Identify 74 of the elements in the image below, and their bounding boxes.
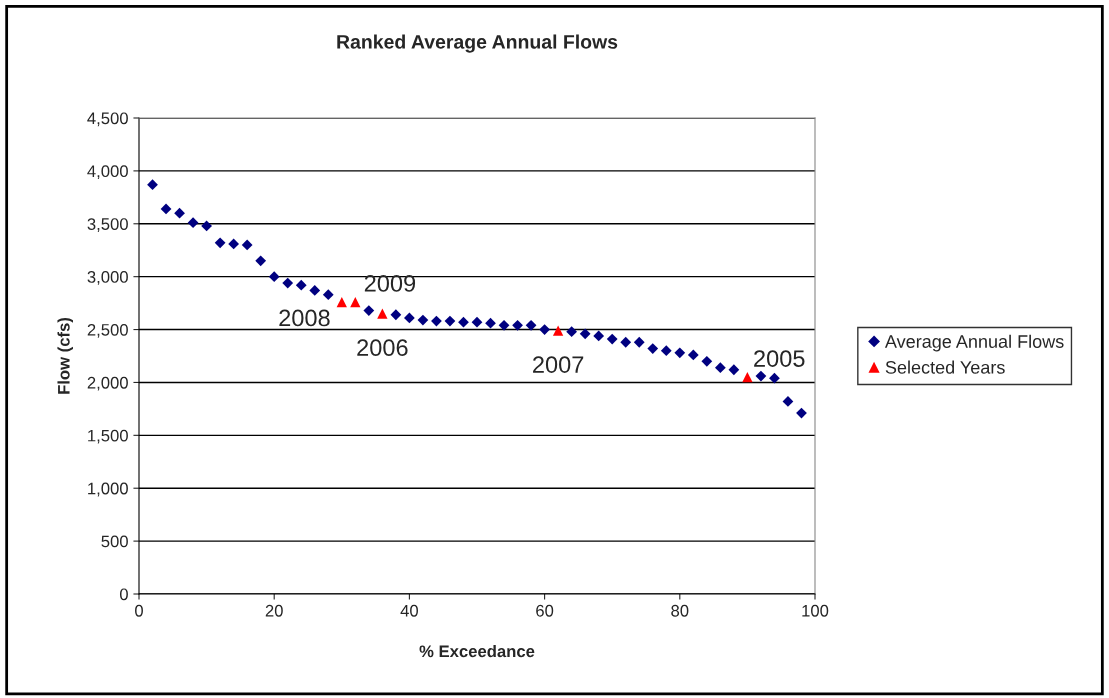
point [322, 289, 334, 301]
point [295, 279, 307, 291]
x-tick-label: 20 [265, 604, 283, 617]
point [593, 330, 605, 342]
point [660, 345, 672, 357]
point [350, 296, 361, 308]
point [498, 319, 510, 331]
y-tick-label: 4,000 [87, 165, 128, 180]
annotation: 2006 [357, 339, 408, 357]
point [701, 355, 713, 367]
point [214, 237, 226, 249]
point [579, 328, 591, 340]
y-tick-label: 2,500 [87, 323, 128, 338]
y-tick-label: 500 [101, 535, 128, 548]
x-tick-label: 0 [135, 604, 143, 617]
point [404, 312, 415, 324]
x-tick-label: 80 [671, 604, 689, 617]
annotation: 2005 [754, 350, 805, 367]
point [458, 316, 469, 328]
y-tick-label: 3,000 [87, 271, 128, 285]
point [255, 255, 267, 267]
point [471, 316, 483, 328]
point [390, 309, 402, 321]
point [633, 336, 645, 348]
point [539, 324, 550, 335]
y-tick-label: 1,000 [88, 482, 128, 497]
point [431, 315, 442, 327]
point [201, 220, 212, 232]
point [769, 372, 780, 384]
point [714, 362, 726, 374]
point [606, 333, 618, 345]
point [377, 308, 388, 319]
point [363, 305, 375, 316]
legend-label: Selected Years [885, 360, 1005, 374]
point [147, 179, 158, 191]
y-tick-label: 2,000 [87, 376, 128, 391]
point [228, 238, 240, 250]
point [742, 372, 753, 383]
annotation: 2007 [533, 356, 584, 373]
point [268, 271, 280, 283]
point [485, 317, 496, 329]
point [336, 296, 347, 308]
x-tick-label: 100 [802, 604, 829, 617]
point [687, 349, 699, 361]
point [512, 319, 523, 331]
y-tick-label: 1,500 [88, 429, 128, 444]
x-tick-label: 60 [536, 604, 554, 617]
point [674, 347, 686, 359]
y-tick-label: 3,500 [87, 218, 128, 232]
point [241, 239, 253, 251]
point [566, 326, 578, 338]
point [620, 336, 632, 348]
annotation: 2008 [279, 309, 330, 327]
point [417, 314, 429, 326]
point [444, 315, 456, 327]
point [728, 364, 740, 376]
annotation: 2009 [364, 275, 416, 292]
y-tick-label: 4,500 [87, 112, 128, 127]
point [647, 343, 659, 354]
point [187, 217, 199, 229]
y-tick-label: 0 [119, 588, 128, 601]
point [309, 285, 321, 296]
chart-title: Ranked Average Annual Flows [337, 34, 618, 53]
x-tick-label: 40 [400, 604, 419, 617]
point [174, 207, 185, 219]
y-axis-title: Flow (cfs) [57, 317, 73, 394]
x-axis-title: % Exceedance [419, 644, 535, 658]
point [160, 203, 172, 215]
point [552, 325, 564, 336]
point [796, 407, 807, 419]
point [282, 277, 294, 289]
point [525, 319, 537, 331]
legend-label: Average Annual Flows [884, 334, 1064, 352]
point [755, 370, 767, 382]
